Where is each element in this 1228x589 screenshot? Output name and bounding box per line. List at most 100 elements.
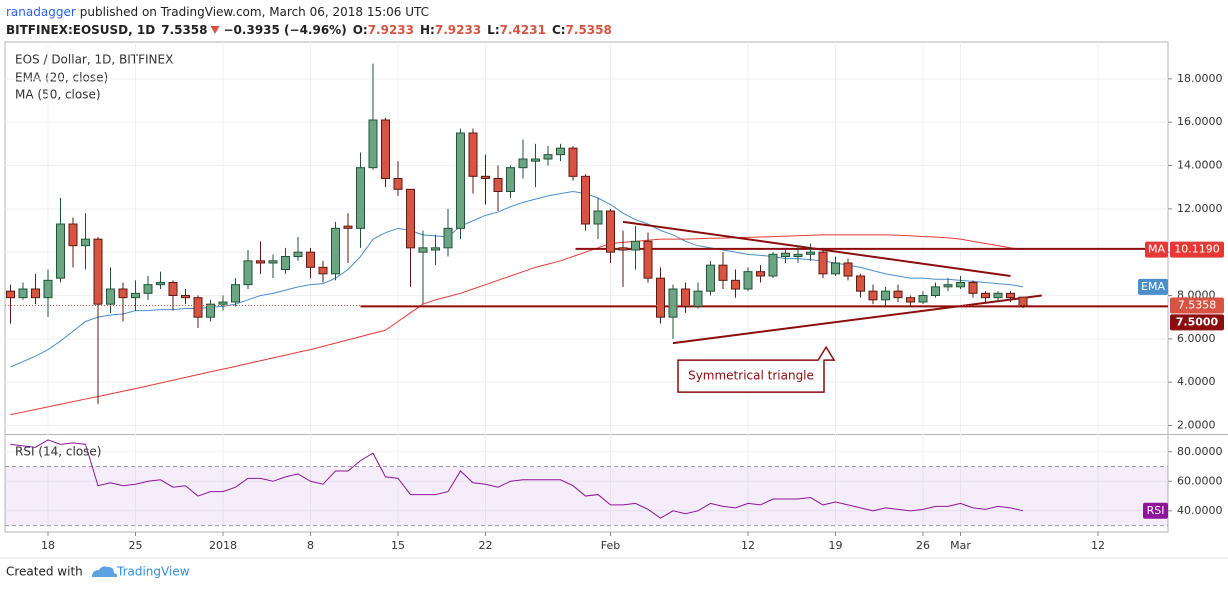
author[interactable]: ranadagger [6,5,76,19]
x-tick-label: 19 [829,539,843,552]
candle-body [656,277,665,318]
candle-body [131,292,140,299]
ma-tag: MA [1148,243,1165,256]
candle-body [1018,296,1028,307]
x-tick-label: 8 [307,539,314,552]
candle-body [568,147,578,177]
footer-brand[interactable]: TradingView [116,565,190,579]
logo[interactable] [92,566,118,577]
candle-body [768,253,778,277]
candle-body [6,290,15,299]
symbol: BITFINEX:EOSUSD, 1D [6,23,155,37]
candle-body [356,167,365,229]
candle-body [543,154,553,160]
candle-body [56,223,65,279]
x-tick-label: 12 [741,539,755,552]
y-tick-label: 4.0000 [1177,375,1216,388]
candle-body [1006,292,1015,299]
trendline [622,220,1011,277]
candle-body [268,260,278,264]
candle-body [393,178,403,190]
candle-body [993,292,1003,299]
candle-body [781,252,790,257]
x-tick-label: 2018 [209,539,237,552]
candle-body [481,175,490,179]
published: published on TradingView.com, March 06, … [80,5,429,19]
rsi-tag: RSI [1147,504,1165,517]
candle-body [681,288,690,307]
ohlc-value: 7.9233 [368,23,414,37]
ma-value-bg [1170,241,1224,258]
candle-body [518,158,528,169]
rsi-line [10,439,1024,519]
candle-body [431,247,440,251]
symbol-line: BITFINEX:EOSUSD, 1D 7.5358 −0.3935 (−4.96%… [6,23,612,37]
candle-body [206,303,215,318]
ohlc-value: 7.4231 [500,23,546,37]
y-tick-label: 16.0000 [1177,115,1223,128]
candle-body [106,288,115,305]
ohlc-value: 7.9233 [435,23,481,37]
footer-created: Created with [6,565,83,579]
candle-body [93,238,103,305]
candle-body [18,288,28,299]
candle-body [981,292,990,299]
candle-body [843,262,853,277]
candle-body [381,119,390,179]
callout-box [677,345,836,393]
ohlc-value: 7.5358 [566,23,612,37]
ema-tag: EMA [1141,280,1165,293]
candle-body [143,284,153,294]
candle-body [418,247,428,253]
candle-body [31,288,40,299]
candle-body [793,253,803,257]
candle-body [531,158,540,162]
y-tick-label: 60.0000 [1177,474,1223,487]
chart-title: EOS / Dollar, 1D, BITFINEX [15,53,173,67]
candle-body [193,297,203,318]
y-tick-label: 18.0000 [1177,72,1223,85]
x-tick-label: 22 [479,539,493,552]
y-tick-label: 6.0000 [1177,332,1216,345]
candle-body [406,188,415,249]
callout-text: Symmetrical triangle [688,369,814,383]
candle-body [856,275,865,292]
ema-tag-bg [1138,278,1168,295]
symbol-info: BITFINEX:EOSUSD, 1D 7.5358 −0.3935 (−4.96%… [6,23,612,37]
candle-body [331,227,340,275]
x-tick-label: 25 [129,539,143,552]
candle-body [306,251,315,268]
candle-body [118,288,128,299]
candle-body [256,260,265,264]
change: −0.3935 (−4.96%) [224,23,347,37]
candle-body [756,271,765,277]
candle-body [893,290,903,299]
candle-body [931,286,940,297]
close-tag-bg [1170,297,1224,314]
candle-body [231,284,240,303]
candle-body [556,147,565,156]
candle-body [743,271,753,290]
level-tag: 7.5000 [1176,315,1219,328]
candle-body [43,279,53,299]
candle-body [706,264,715,292]
x-tick-label: 12 [1091,539,1105,552]
y-tick-label: 14.0000 [1177,159,1223,172]
candle-body [343,225,353,229]
level-tag-bg [1170,314,1224,331]
candle-body [318,266,328,275]
candle-body [156,282,165,286]
candle-body [818,251,828,275]
ohlc-key: H: [420,23,435,37]
ma-tag-bg [1145,241,1168,258]
x-tick-label: Mar [950,539,971,552]
candle-body [456,132,465,229]
rsi-legend: RSI (14, close) [15,445,101,459]
series-line [10,190,1024,368]
candle-body [68,223,78,247]
down-arrow [210,26,220,34]
candle-body [581,175,590,225]
candle-body [81,238,90,247]
